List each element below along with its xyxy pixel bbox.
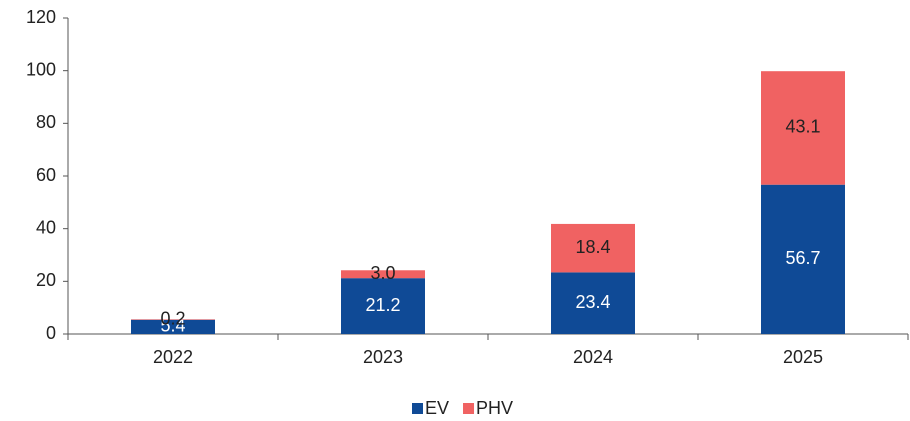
x-tick-label: 2024 [573,347,613,367]
legend-label: PHV [476,398,513,418]
y-tick-label: 40 [36,217,56,237]
legend-swatch [412,403,423,414]
legend-label: EV [425,398,449,418]
y-tick-label: 20 [36,270,56,290]
data-label: 21.2 [365,295,400,315]
y-tick-label: 120 [26,7,56,27]
data-label: 3.0 [370,263,395,283]
x-tick-label: 2025 [783,347,823,367]
data-label: 56.7 [785,248,820,268]
data-label: 0.2 [160,308,185,328]
bar-segment [341,278,425,334]
y-tick-label: 60 [36,165,56,185]
x-tick-label: 2022 [153,347,193,367]
bar-segment [551,272,635,334]
bar-segment [761,184,845,334]
data-label: 23.4 [575,292,610,312]
y-tick-label: 80 [36,112,56,132]
bar-segment [131,319,215,320]
y-tick-label: 100 [26,59,56,79]
data-label: 5.4 [160,316,185,336]
bar-segment [761,71,845,185]
bar-segment [131,319,215,334]
data-label: 43.1 [785,117,820,137]
x-tick-label: 2023 [363,347,403,367]
y-tick-label: 0 [46,323,56,343]
bar-segment [551,223,635,273]
bar-segment [341,270,425,279]
data-label: 18.4 [575,237,610,257]
legend-swatch [463,403,475,414]
